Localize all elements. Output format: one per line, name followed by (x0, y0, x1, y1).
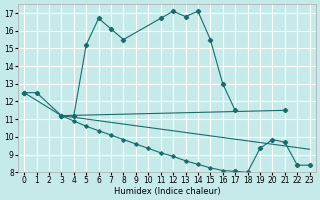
X-axis label: Humidex (Indice chaleur): Humidex (Indice chaleur) (114, 187, 220, 196)
